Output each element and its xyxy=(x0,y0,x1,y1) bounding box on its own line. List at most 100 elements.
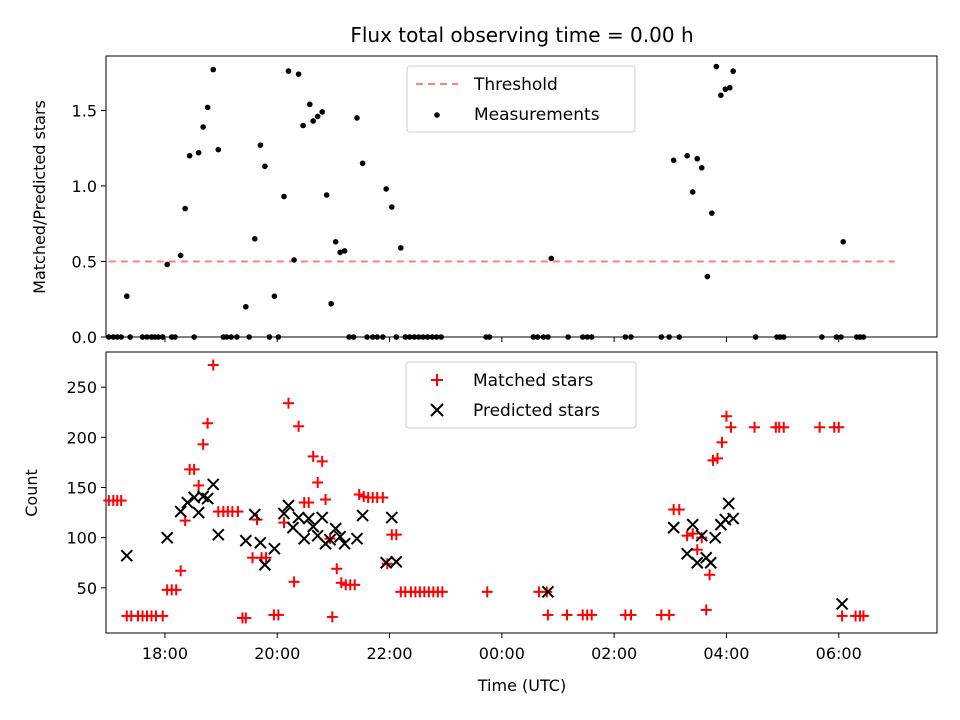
measurement-point xyxy=(300,122,306,129)
predicted-star-point xyxy=(268,542,281,555)
predicted-star-point xyxy=(704,556,717,569)
measurement-point xyxy=(684,152,690,159)
predicted-star-point xyxy=(680,547,694,560)
matched-star-point xyxy=(115,495,127,507)
measurement-point xyxy=(177,252,184,259)
measurement-point xyxy=(704,273,711,280)
predicted-star-point xyxy=(356,509,369,522)
top-plot-frame xyxy=(105,55,938,338)
measurement-point xyxy=(588,334,595,340)
legend-matched-label: Matched stars xyxy=(473,371,593,391)
measurement-point xyxy=(718,92,724,99)
matched-star-point xyxy=(188,463,200,475)
bottom-y-tick-label: 200 xyxy=(66,428,97,447)
measurement-point xyxy=(186,152,193,159)
matched-star-point xyxy=(157,610,169,622)
measurement-point xyxy=(429,334,436,340)
legend-threshold-label: Threshold xyxy=(473,75,558,95)
measurement-points xyxy=(106,63,867,340)
measurement-point xyxy=(110,334,117,340)
predicted-star-point xyxy=(541,585,555,599)
matched-star-point xyxy=(857,610,869,622)
matched-star-point xyxy=(390,529,402,541)
measurement-point xyxy=(534,334,541,340)
measurement-point xyxy=(127,334,133,340)
matched-star-point xyxy=(207,359,219,371)
predicted-star-point xyxy=(282,499,295,512)
predicted-star-point xyxy=(315,511,329,524)
measurement-point xyxy=(402,334,409,340)
measurement-point xyxy=(341,248,348,254)
matched-star-point xyxy=(326,611,338,623)
matched-star-point xyxy=(716,436,728,448)
predicted-star-point xyxy=(667,521,680,534)
top-y-tick-label: 1.5 xyxy=(72,101,97,120)
bottom-y-tick-label: 100 xyxy=(66,529,97,548)
predicted-star-point xyxy=(726,512,740,525)
measurement-point xyxy=(257,142,264,148)
measurement-point xyxy=(295,71,302,77)
matched-star-point xyxy=(316,455,328,467)
measurement-point xyxy=(350,334,357,340)
predicted-star-point xyxy=(338,537,351,550)
measurement-point xyxy=(833,334,840,340)
measurement-point xyxy=(383,186,389,192)
measurement-point xyxy=(204,104,211,111)
matched-star-point xyxy=(307,450,319,462)
matched-star-point xyxy=(814,421,826,433)
measurement-point xyxy=(285,68,292,74)
legend-measurements-label: Measurements xyxy=(474,105,600,125)
measurement-point xyxy=(200,124,206,130)
measurement-point xyxy=(840,239,847,245)
measurement-point xyxy=(118,334,124,340)
measurement-point xyxy=(364,334,370,340)
matched-stars-points xyxy=(103,359,869,624)
matched-star-point xyxy=(720,410,732,422)
measurement-point xyxy=(424,334,431,340)
measurement-point xyxy=(159,334,166,340)
measurement-point xyxy=(658,334,665,340)
measurement-point xyxy=(780,334,787,340)
measurement-point xyxy=(346,334,352,340)
measurement-point xyxy=(337,249,343,256)
matched-star-point xyxy=(711,452,723,464)
chart-title: Flux total observing time = 0.00 h xyxy=(350,23,693,47)
matched-star-point xyxy=(240,612,252,624)
measurement-point xyxy=(670,157,677,164)
matched-star-point xyxy=(586,609,598,621)
matched-star-point xyxy=(836,610,848,622)
measurement-point xyxy=(374,334,380,340)
predicted-star-point xyxy=(329,522,342,535)
measurement-point xyxy=(438,334,445,340)
top-x-ticks xyxy=(164,337,840,342)
legend-predicted-swatch xyxy=(430,403,444,417)
bottom-y-tick-label: 50 xyxy=(77,579,97,598)
predicted-star-point xyxy=(390,555,403,568)
matched-star-point xyxy=(833,421,845,433)
predicted-star-point xyxy=(333,530,347,543)
measurement-point xyxy=(397,245,404,251)
measurement-point xyxy=(310,118,316,124)
matched-star-point xyxy=(778,421,790,433)
measurement-point xyxy=(155,334,162,340)
measurement-point xyxy=(486,334,493,340)
predicted-star-point xyxy=(323,533,337,546)
matched-star-point xyxy=(331,563,343,575)
matched-star-point xyxy=(436,586,448,598)
matched-star-point xyxy=(700,604,712,616)
x-axis-label: Time (UTC) xyxy=(477,676,566,695)
measurement-point xyxy=(323,192,330,198)
measurement-point xyxy=(195,149,202,156)
x-tick-label: 04:00 xyxy=(703,644,749,663)
matched-star-point xyxy=(175,565,187,577)
top-y-ticks: 0.0 0.5 1.0 1.5 xyxy=(72,101,106,347)
matched-star-point xyxy=(673,504,685,516)
predicted-star-point xyxy=(207,478,220,491)
measurement-point xyxy=(182,205,188,212)
predicted-star-point xyxy=(239,534,253,547)
measurement-point xyxy=(223,334,230,340)
matched-star-point xyxy=(320,494,332,506)
bottom-y-axis-label: Count xyxy=(22,469,41,517)
measurement-point xyxy=(380,334,386,340)
measurement-point xyxy=(584,334,590,340)
